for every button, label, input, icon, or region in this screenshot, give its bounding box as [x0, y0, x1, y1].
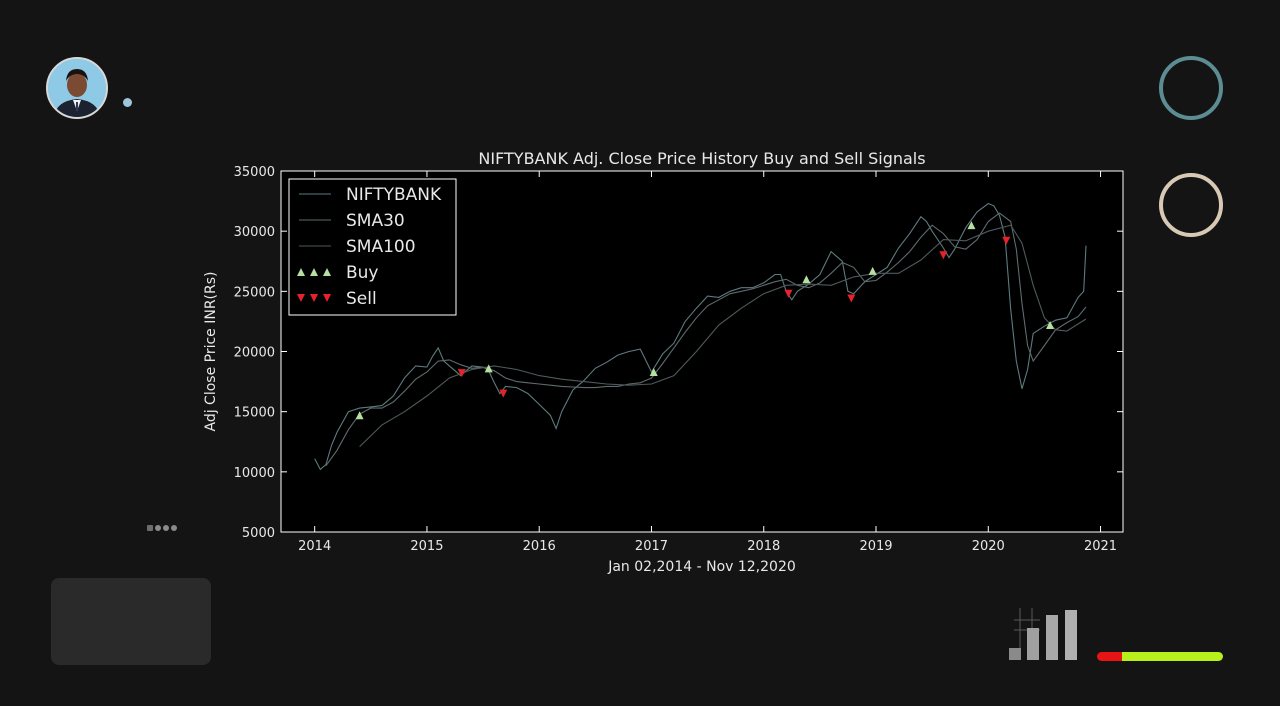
blank-panel: [51, 578, 211, 665]
buy-marker: [355, 411, 364, 420]
avatar[interactable]: [46, 57, 108, 119]
series-line-niftybank: [314, 202, 1087, 471]
buy-marker: [802, 275, 811, 284]
x-tick-label: 2015: [410, 539, 443, 554]
battery-level-bar: [1097, 652, 1223, 661]
sell-marker: [457, 369, 466, 378]
x-tick-label: 2018: [747, 539, 780, 554]
ring-button-bottom[interactable]: [1159, 173, 1223, 237]
sell-marker: [939, 251, 948, 260]
y-tick-label: 15000: [234, 406, 275, 421]
ring-button-top[interactable]: [1159, 56, 1223, 120]
legend: NIFTYBANK SMA30 SMA100 Buy Sell: [288, 178, 457, 316]
y-tick-label: 35000: [234, 165, 275, 180]
legend-marker: [310, 268, 318, 276]
sell-marker: [499, 389, 508, 398]
y-tick-label: 20000: [234, 346, 275, 361]
y-tick-label: 5000: [242, 526, 275, 541]
series-line-sma30: [325, 212, 1087, 467]
series-line-sma100: [359, 224, 1087, 447]
sell-marker: [1002, 236, 1011, 245]
x-tick-label: 2016: [523, 539, 556, 554]
legend-label: Buy: [346, 263, 379, 283]
chart-title: NIFTYBANK Adj. Close Price History Buy a…: [478, 149, 925, 168]
typing-dots-indicator: [147, 525, 177, 531]
y-axis-label: Adj Close Price INR(Rs): [203, 271, 219, 431]
legend-label: Sell: [346, 289, 377, 309]
axis-ticks: 2014 2015 2016 2017 2018 2019 2020 2021 5000 1000…: [234, 165, 1123, 554]
status-dot: [123, 98, 132, 107]
x-tick-label: 2021: [1084, 539, 1117, 554]
signal-bars-icon: [1009, 608, 1077, 660]
sell-marker: [784, 289, 793, 298]
buy-marker: [1046, 321, 1055, 330]
indicator-dot: [147, 525, 153, 531]
legend-marker: [323, 294, 331, 302]
user-portrait-icon: [48, 59, 106, 117]
x-tick-label: 2019: [859, 539, 892, 554]
indicator-dot: [163, 525, 169, 531]
legend-marker: [297, 294, 305, 302]
legend-label: NIFTYBANK: [346, 185, 442, 205]
signal-markers: [355, 221, 1055, 420]
x-tick-label: 2014: [298, 539, 331, 554]
x-tick-label: 2020: [972, 539, 1005, 554]
buy-marker: [484, 364, 493, 373]
x-axis-label: Jan 02,2014 - Nov 12,2020: [607, 559, 796, 575]
y-tick-label: 30000: [234, 225, 275, 240]
indicator-dot: [171, 525, 177, 531]
bottom-edge-strip: [0, 706, 1280, 720]
y-tick-label: 10000: [234, 466, 275, 481]
legend-marker: [297, 268, 305, 276]
buy-marker: [967, 221, 976, 230]
legend-label: SMA30: [346, 211, 405, 231]
sell-marker: [847, 294, 856, 303]
legend-marker: [323, 268, 331, 276]
buy-marker: [649, 367, 658, 376]
legend-label: SMA100: [346, 237, 416, 257]
y-tick-label: 25000: [234, 285, 275, 300]
legend-box: [288, 178, 457, 316]
x-tick-label: 2017: [635, 539, 668, 554]
buy-marker: [868, 266, 877, 275]
legend-marker: [310, 294, 318, 302]
indicator-dot: [155, 525, 161, 531]
series-layer: [314, 202, 1087, 471]
